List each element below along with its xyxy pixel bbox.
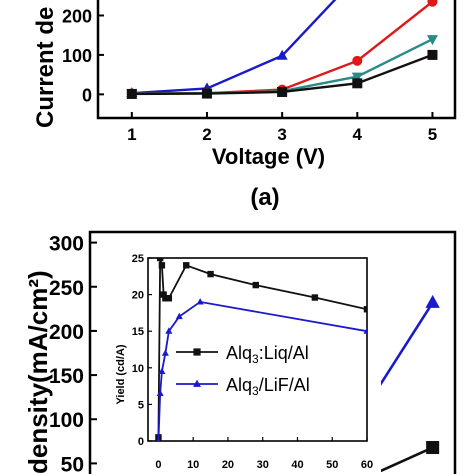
- inset-data-point: [183, 262, 190, 269]
- inset-y-tick-label: 0: [138, 436, 144, 448]
- chart-panel-a: 0 100 200 1 2 3 4 5 Voltage (V) Current de: [32, 0, 457, 169]
- panel-b-y-axis-title: density(mA/cm²): [23, 270, 53, 474]
- inset-data-point: [196, 298, 204, 305]
- inset-frame: [147, 257, 368, 442]
- inset-data-point: [158, 367, 166, 375]
- panel-a-data-point: [351, 72, 363, 83]
- panel-a-y-tick-label: 200: [62, 6, 92, 26]
- panel-a-data-point: [352, 55, 363, 66]
- panel-a-y-axis-title: Current de: [32, 7, 59, 128]
- inset-data-point: [156, 437, 161, 441]
- inset-data-point: [156, 389, 164, 396]
- panel-a-data-point: [126, 88, 137, 99]
- inset-x-tick-label: 40: [291, 459, 303, 471]
- panel-a-plot-area: [126, 0, 438, 100]
- inset-x-tick-label: 10: [187, 459, 199, 471]
- panel-a-series-line: [131, 0, 337, 95]
- inset-data-point: [160, 291, 167, 298]
- panel-a-y-tick-label: 0: [82, 85, 92, 105]
- inset-x-tick-label: 30: [257, 459, 269, 471]
- panel-b-y-tick-label: 300: [49, 233, 84, 256]
- panel-b-data-point: [426, 441, 440, 455]
- panel-a-data-point: [276, 49, 288, 60]
- panel-a-x-tick-label: 3: [277, 125, 286, 144]
- inset-x-tick-label: 20: [222, 459, 234, 471]
- inset-data-point: [165, 327, 173, 334]
- panel-a-data-point: [426, 35, 438, 46]
- panel-a-x-axis-title: Voltage (V): [212, 144, 325, 169]
- inset-y-tick-label: 20: [132, 290, 144, 302]
- inset-data-point: [158, 262, 166, 269]
- panel-b-data-point: [425, 294, 440, 308]
- inset-y-tick-label: 15: [132, 326, 144, 338]
- panel-a-x-tick-label: 5: [428, 125, 437, 144]
- legend-label: Alq3:Liq/Al: [226, 343, 309, 366]
- inset-series-line: [157, 300, 367, 441]
- panel-a-data-point: [427, 49, 438, 60]
- panel-b-y-tick-label: 100: [49, 409, 84, 432]
- inset-x-tick-label: 0: [155, 459, 161, 471]
- inset-data-point: [175, 312, 183, 320]
- panel-a-frame: [96, 0, 457, 120]
- legend-swatch-marker: [193, 348, 201, 356]
- panel-a-x-tick-label: 2: [202, 125, 211, 144]
- panel-a-series-line: [131, 0, 434, 95]
- panel-a-x-tick-label: 4: [353, 125, 363, 144]
- inset-y-tick-label: 25: [132, 253, 144, 265]
- panel-label-a: (a): [250, 184, 279, 211]
- inset-data-point: [161, 349, 169, 356]
- inset-y-tick-label: 5: [138, 399, 144, 411]
- inset-legend: Alq3:Liq/Al Alq3/LiF/Al: [176, 343, 310, 398]
- panel-a-data-point: [201, 88, 212, 99]
- inset-data-point: [363, 306, 367, 313]
- panel-a-y-tick-label: 100: [62, 46, 92, 66]
- inset-data-point: [156, 258, 164, 262]
- inset-x-tick-label: 60: [361, 459, 373, 471]
- panel-b-series-line: [370, 446, 434, 474]
- inset-data-point: [207, 270, 214, 278]
- panel-b-frame: [88, 230, 457, 474]
- legend-label: Alq3/LiF/Al: [226, 375, 310, 398]
- panel-a-data-point: [352, 78, 363, 89]
- inset-data-point: [162, 295, 169, 302]
- panel-b-y-tick-label: 50: [61, 453, 84, 474]
- panel-a-data-point: [277, 86, 288, 97]
- inset-plot-area: [155, 258, 367, 441]
- panel-a-data-point: [427, 0, 438, 7]
- inset-data-point: [165, 295, 173, 302]
- inset-chart: 0 5 10 15 20 25 0 10 20 30 40 50 60 Yield (cd/A) Alq3:…: [115, 244, 381, 474]
- inset-background: [118, 244, 381, 474]
- panel-b-y-tick-label: 150: [49, 365, 84, 388]
- panel-a-x-tick-label: 1: [127, 125, 136, 144]
- panel-b-y-tick-label: 250: [49, 277, 84, 300]
- inset-x-tick-label: 50: [326, 459, 338, 471]
- inset-y-tick-label: 10: [132, 363, 144, 375]
- inset-data-point: [363, 327, 367, 334]
- panel-b-y-tick-label: 200: [49, 321, 84, 344]
- inset-data-point: [252, 281, 259, 289]
- inset-y-axis-title: Yield (cd/A): [115, 344, 127, 404]
- inset-data-point: [311, 294, 319, 301]
- legend-swatch-marker: [193, 379, 201, 387]
